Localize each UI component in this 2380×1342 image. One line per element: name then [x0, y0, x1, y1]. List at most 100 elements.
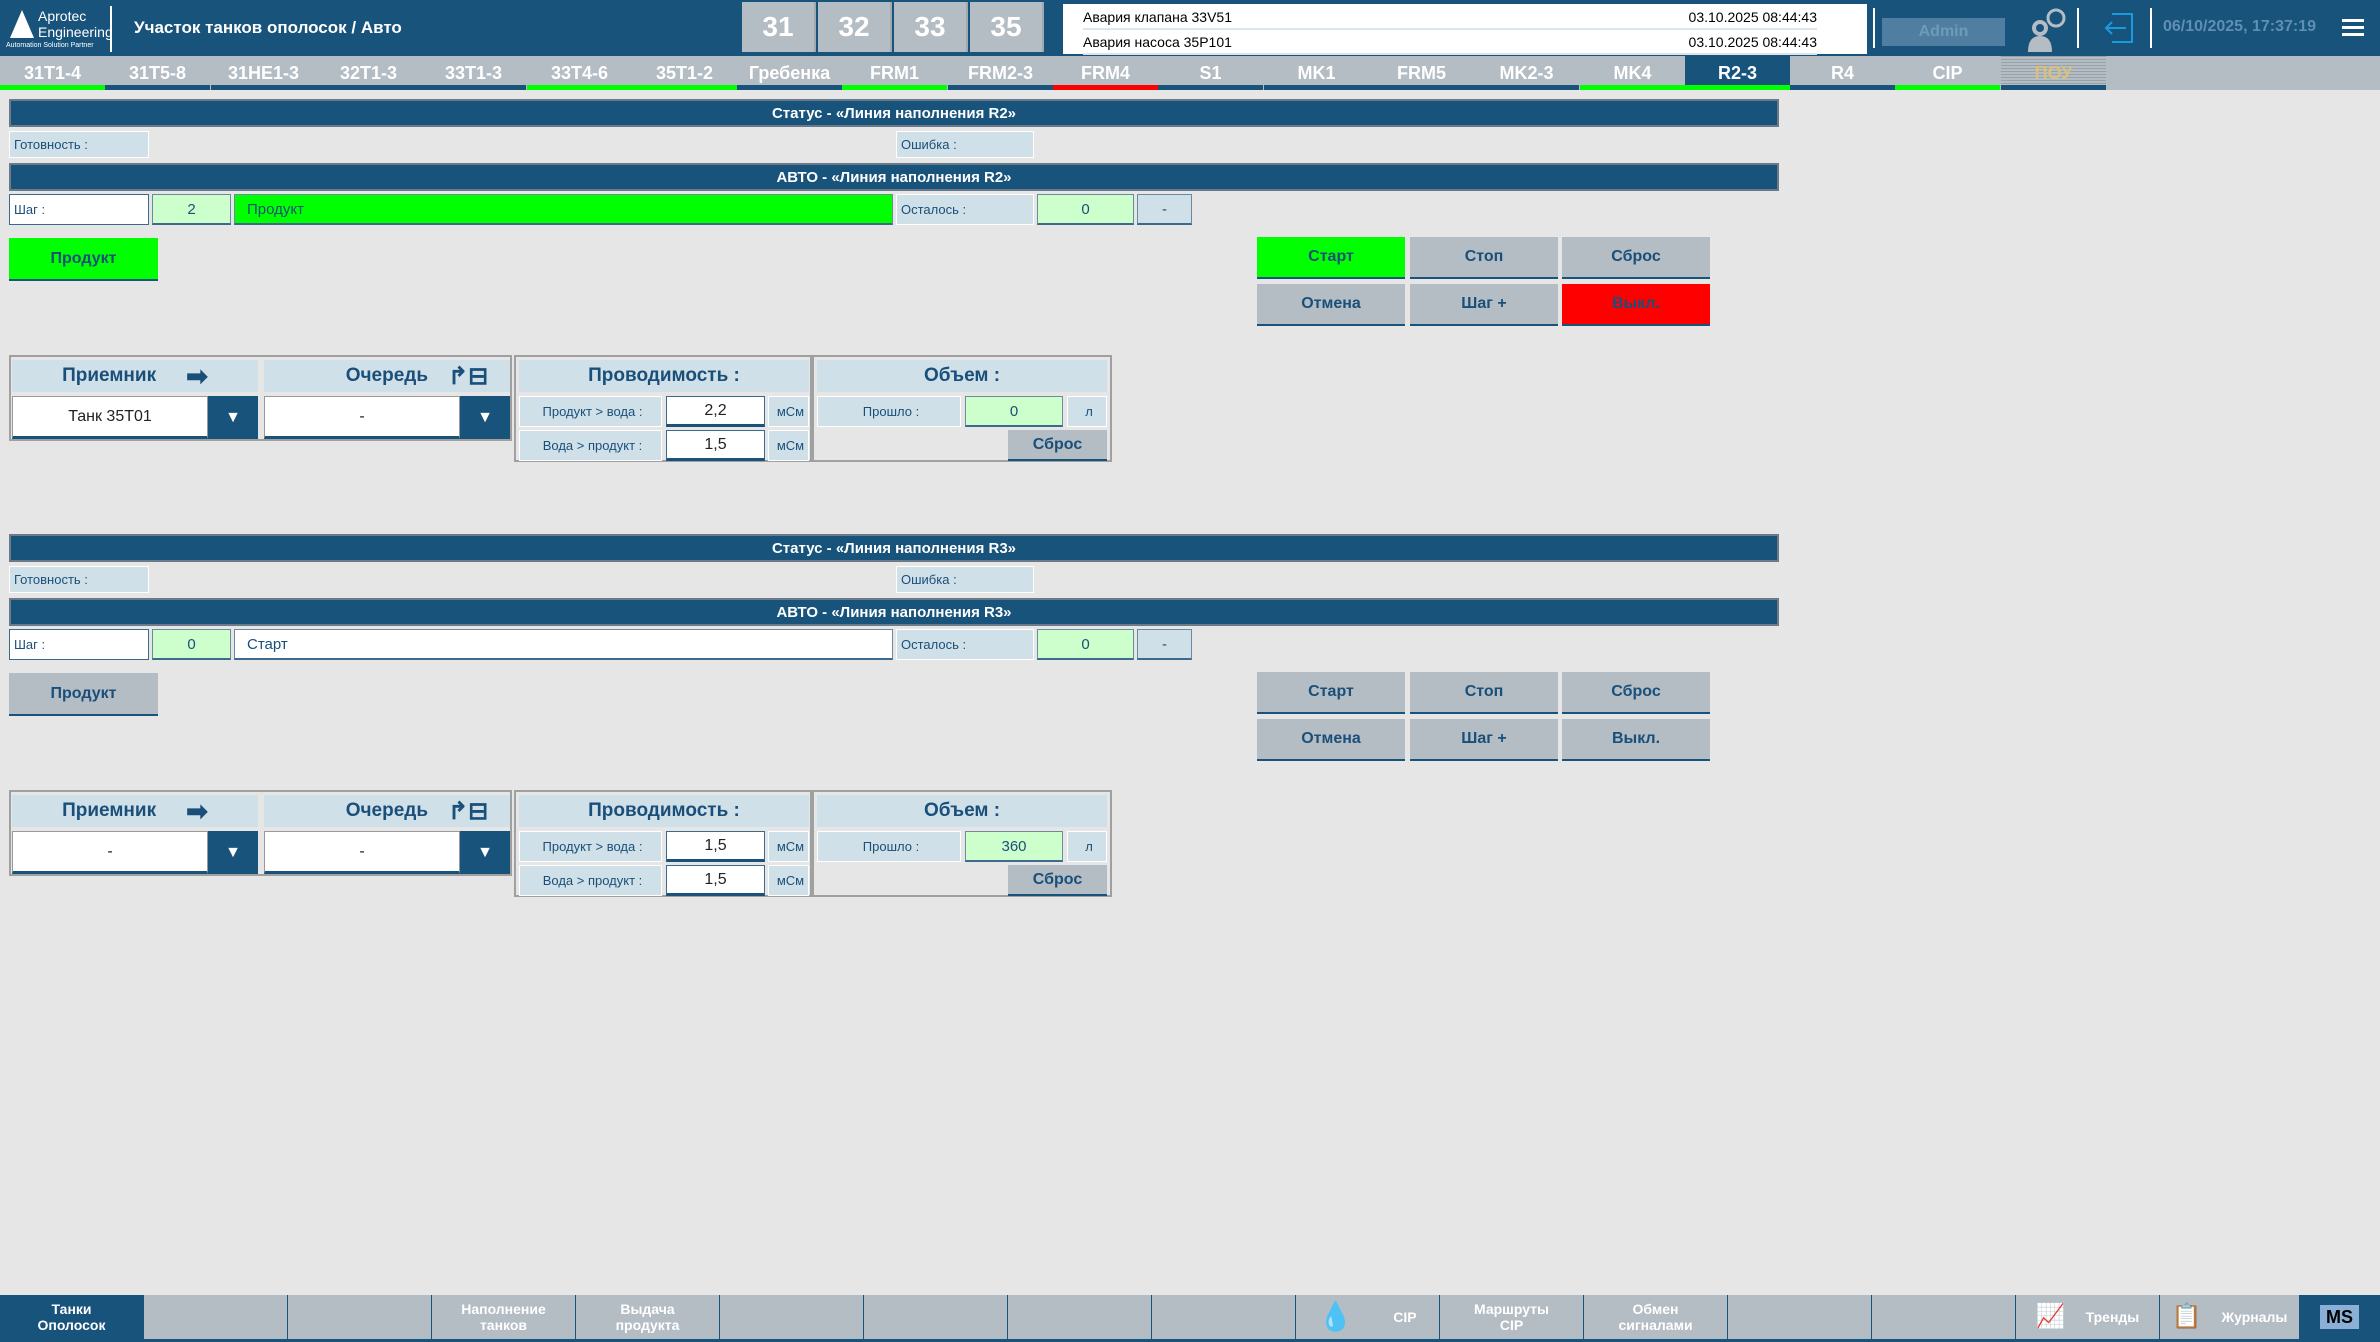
control-button-cancel[interactable]: Отмена — [1257, 719, 1405, 761]
arrow-right-icon: ➡ — [186, 795, 208, 826]
queue-dropdown[interactable]: - — [264, 396, 460, 439]
bottom-nav-item-16[interactable]: MS — [2300, 1295, 2380, 1339]
bottom-nav-item-15[interactable]: 📋 Журналы — [2160, 1295, 2300, 1339]
receiver-label: Приемник — [62, 365, 157, 386]
tab-35t1-2[interactable]: 35T1-2 — [632, 56, 737, 90]
control-button-start[interactable]: Старт — [1257, 672, 1405, 714]
tab-status-indicator — [632, 85, 737, 90]
dropdown-arrow-icon[interactable]: ▼ — [208, 396, 258, 439]
tab-31t5-8[interactable]: 31T5-8 — [105, 56, 210, 90]
bottom-nav-item-8 — [1152, 1295, 1296, 1339]
bottom-nav-item-3[interactable]: Наполнение танков — [432, 1295, 576, 1339]
receiver-dropdown[interactable]: Танк 35T01 — [12, 396, 208, 439]
water-product-input[interactable]: 1,5 — [666, 865, 765, 896]
user-field[interactable]: Admin — [1882, 18, 2005, 46]
step-label: Шаг : — [9, 194, 149, 225]
tab-label: CIP — [1932, 62, 1963, 83]
bottom-nav-item-6 — [864, 1295, 1008, 1339]
tab-frm5[interactable]: FRM5 — [1369, 56, 1474, 90]
bottom-nav-item-11[interactable]: Обмен сигналами — [1584, 1295, 1728, 1339]
tab-frm1[interactable]: FRM1 — [842, 56, 947, 90]
receiver-dropdown[interactable]: - — [12, 831, 208, 874]
alarm-row[interactable]: Авария насоса 35P101 03.10.2025 08:44:43 — [1083, 31, 1817, 55]
bottom-nav-item-10[interactable]: Маршруты CIP — [1440, 1295, 1584, 1339]
status-header: Статус - «Линия наполнения R3» — [9, 534, 1779, 562]
remaining-label: Осталось : — [896, 194, 1034, 225]
alarm-row[interactable]: Авария клапана 33V51 03.10.2025 08:44:43 — [1083, 6, 1817, 30]
area-button-31[interactable]: 31 — [742, 2, 816, 52]
area-button-32[interactable]: 32 — [818, 2, 892, 52]
water-product-input[interactable]: 1,5 — [666, 430, 765, 461]
bottom-nav-item-2 — [288, 1295, 432, 1339]
tab-33t1-3[interactable]: 33T1-3 — [421, 56, 526, 90]
control-button-reset[interactable]: Сброс — [1562, 672, 1710, 714]
dropdown-arrow-icon[interactable]: ▼ — [460, 831, 510, 874]
tab-r2-3[interactable]: R2-3 — [1685, 56, 1790, 90]
datetime: 06/10/2025, 17:37:19 — [2163, 18, 2317, 35]
tab-32t1-3[interactable]: 32T1-3 — [316, 56, 421, 90]
tab-31he1-3[interactable]: 31HE1-3 — [211, 56, 316, 90]
remaining-value: 0 — [1037, 629, 1134, 660]
area-button-35[interactable]: 35 — [970, 2, 1044, 52]
control-button-off[interactable]: Выкл. — [1562, 284, 1710, 326]
menu-icon[interactable] — [2342, 18, 2364, 38]
bottom-nav-item-0[interactable]: Танки Ополосок — [0, 1295, 144, 1339]
passed-label: Прошло : — [817, 831, 961, 862]
control-button-step-plus[interactable]: Шаг + — [1410, 284, 1558, 326]
bottom-nav-label: Танки Ополосок — [37, 1301, 106, 1333]
logout-icon[interactable] — [2100, 12, 2134, 44]
tab-гребенка[interactable]: Гребенка — [737, 56, 842, 90]
mode-button-product[interactable]: Продукт — [9, 673, 158, 716]
bottom-nav-item-5 — [720, 1295, 864, 1339]
bottom-nav-item-1 — [144, 1295, 288, 1339]
bottom-nav-item-14[interactable]: 📈 Тренды — [2016, 1295, 2160, 1339]
tab-label: FRM5 — [1397, 62, 1446, 83]
area-button-33[interactable]: 33 — [894, 2, 968, 52]
queue-icon: ↱⊟ — [448, 797, 489, 825]
control-button-stop[interactable]: Стоп — [1410, 237, 1558, 279]
step-number: 0 — [152, 629, 231, 660]
tab-31t1-4[interactable]: 31T1-4 — [0, 56, 105, 90]
control-button-step-plus[interactable]: Шаг + — [1410, 719, 1558, 761]
control-button-off[interactable]: Выкл. — [1562, 719, 1710, 761]
bottom-nav-item-12 — [1728, 1295, 1872, 1339]
tab-label: R2-3 — [1717, 62, 1757, 83]
alarm-list[interactable]: Авария клапана 33V51 03.10.2025 08:44:43 … — [1060, 4, 1867, 55]
tab-frm2-3[interactable]: FRM2-3 — [948, 56, 1053, 90]
control-button-reset[interactable]: Сброс — [1562, 237, 1710, 279]
tab-status-indicator — [527, 85, 632, 90]
mode-button-product[interactable]: Продукт — [9, 238, 158, 281]
product-water-input[interactable]: 2,2 — [666, 396, 765, 427]
remaining-unit: - — [1137, 194, 1192, 225]
queue-dropdown[interactable]: - — [264, 831, 460, 874]
tab-status-indicator — [0, 85, 105, 90]
water-product-label: Вода > продукт : — [519, 865, 662, 896]
dropdown-arrow-icon[interactable]: ▼ — [460, 396, 510, 439]
bottom-nav-item-4[interactable]: Выдача продукта — [576, 1295, 720, 1339]
bottom-nav-item-9[interactable]: 💧 CIP — [1296, 1295, 1440, 1339]
product-water-input[interactable]: 1,5 — [666, 831, 765, 862]
volume-reset-button[interactable]: Сброс — [1008, 865, 1107, 896]
tab-mk1[interactable]: MK1 — [1264, 56, 1369, 90]
tab-33t4-6[interactable]: 33T4-6 — [527, 56, 632, 90]
tab-status-indicator — [316, 85, 421, 90]
tab-mk2-3[interactable]: MK2-3 — [1474, 56, 1579, 90]
remaining-unit: - — [1137, 629, 1192, 660]
tab-status-indicator — [1369, 85, 1474, 90]
user-switch-icon[interactable] — [2024, 6, 2068, 52]
step-number: 2 — [152, 194, 231, 225]
tab-status-indicator — [1685, 85, 1790, 90]
tab-s1[interactable]: S1 — [1158, 56, 1263, 90]
tab-frm4[interactable]: FRM4 — [1053, 56, 1158, 90]
control-button-start[interactable]: Старт — [1257, 237, 1405, 279]
tab-r4[interactable]: R4 — [1790, 56, 1895, 90]
volume-reset-button[interactable]: Сброс — [1008, 430, 1107, 461]
tab-mk4[interactable]: MK4 — [1580, 56, 1685, 90]
page-title: Участок танков ополосок / Авто — [134, 18, 402, 37]
control-button-cancel[interactable]: Отмена — [1257, 284, 1405, 326]
control-button-stop[interactable]: Стоп — [1410, 672, 1558, 714]
dropdown-arrow-icon[interactable]: ▼ — [208, 831, 258, 874]
tab-status-indicator — [842, 85, 947, 90]
tab-cip[interactable]: CIP — [1895, 56, 2000, 90]
tab-status-indicator — [1053, 85, 1158, 90]
